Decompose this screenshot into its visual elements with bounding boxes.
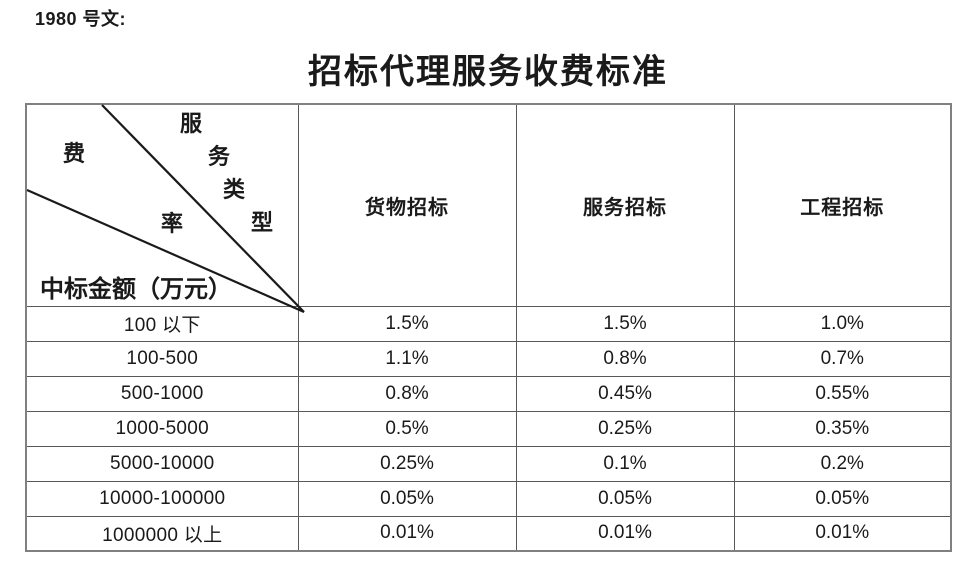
fee-cell: 0.01% bbox=[297, 515, 517, 552]
table-corner-cell: 服 务 类 型 费 率 中标金额（万元） bbox=[25, 103, 305, 314]
range-cell: 500-1000 bbox=[25, 375, 299, 412]
range-cell: 1000000 以上 bbox=[25, 515, 299, 552]
fee-cell: 0.35% bbox=[733, 410, 952, 447]
table-row: 5000-10000 0.25% 0.1% 0.2% bbox=[25, 445, 952, 482]
table-row: 1000000 以上 0.01% 0.01% 0.01% bbox=[25, 515, 952, 552]
fee-cell: 0.5% bbox=[297, 410, 517, 447]
corner-fee-rate-char: 率 bbox=[161, 211, 184, 236]
fee-cell: 1.0% bbox=[733, 305, 952, 342]
fee-cell: 0.55% bbox=[733, 375, 952, 412]
fee-cell: 0.01% bbox=[515, 515, 735, 552]
fee-cell: 0.05% bbox=[297, 480, 517, 517]
range-cell: 100 以下 bbox=[25, 305, 299, 342]
fee-cell: 0.25% bbox=[515, 410, 735, 447]
range-cell: 5000-10000 bbox=[25, 445, 299, 482]
fee-cell: 0.1% bbox=[515, 445, 735, 482]
fee-cell: 1.5% bbox=[515, 305, 735, 342]
fee-cell: 0.05% bbox=[733, 480, 952, 517]
page-title: 招标代理服务收费标准 bbox=[308, 54, 668, 91]
corner-service-type-char: 务 bbox=[208, 144, 231, 169]
fee-table: 服 务 类 型 费 率 中标金额（万元） 货物招标 服务招标 工程招标 100 … bbox=[25, 103, 952, 552]
diagonal-divider-lines bbox=[26, 104, 305, 314]
fee-cell: 0.45% bbox=[515, 375, 735, 412]
table-row: 100 以下 1.5% 1.5% 1.0% bbox=[25, 305, 952, 342]
range-cell: 100-500 bbox=[25, 340, 299, 377]
fee-cell: 0.8% bbox=[515, 340, 735, 377]
fee-cell: 0.8% bbox=[297, 375, 517, 412]
range-cell: 1000-5000 bbox=[25, 410, 299, 447]
fee-cell: 0.05% bbox=[515, 480, 735, 517]
column-header-services: 服务招标 bbox=[515, 103, 735, 307]
row-axis-label: 中标金额（万元） bbox=[40, 277, 232, 303]
table-row: 500-1000 0.8% 0.45% 0.55% bbox=[25, 375, 952, 412]
corner-service-type-char: 服 bbox=[180, 111, 203, 136]
corner-service-type-char: 类 bbox=[223, 177, 246, 202]
corner-fee-rate-char: 费 bbox=[63, 141, 86, 166]
table-row: 100-500 1.1% 0.8% 0.7% bbox=[25, 340, 952, 377]
fee-cell: 1.5% bbox=[297, 305, 517, 342]
range-cell: 10000-100000 bbox=[25, 480, 299, 517]
column-header-works: 工程招标 bbox=[733, 103, 952, 307]
fee-cell: 0.7% bbox=[733, 340, 952, 377]
fee-cell: 0.2% bbox=[733, 445, 952, 482]
fee-cell: 0.01% bbox=[733, 515, 952, 552]
fee-cell: 1.1% bbox=[297, 340, 517, 377]
table-row: 10000-100000 0.05% 0.05% 0.05% bbox=[25, 480, 952, 517]
table-header-row: 服 务 类 型 费 率 中标金额（万元） 货物招标 服务招标 工程招标 bbox=[25, 103, 952, 314]
doc-ref: 1980 号文: bbox=[35, 9, 127, 29]
fee-cell: 0.25% bbox=[297, 445, 517, 482]
column-header-goods: 货物招标 bbox=[297, 103, 517, 307]
table-row: 1000-5000 0.5% 0.25% 0.35% bbox=[25, 410, 952, 447]
corner-service-type-char: 型 bbox=[251, 210, 274, 235]
